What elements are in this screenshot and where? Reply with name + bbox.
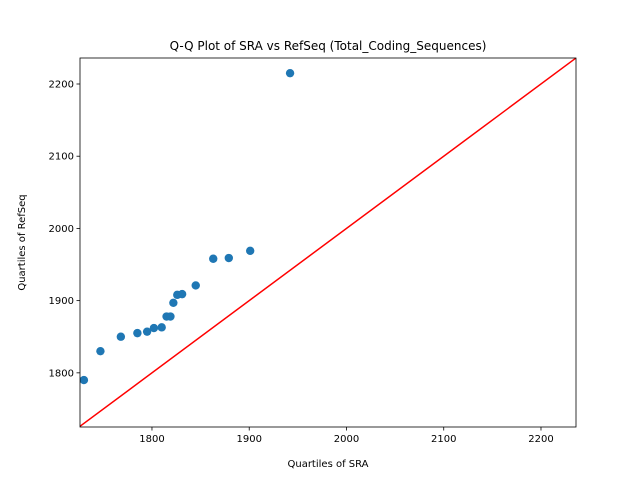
y-tick-label: 1900 [49,296,74,307]
data-point [80,375,89,385]
data-point [96,346,105,356]
x-axis-label: Quartiles of SRA [287,459,368,470]
plot-frame [79,57,577,428]
data-point [169,298,178,307]
data-point [191,281,200,290]
data-point [157,323,166,332]
x-tick-label: 1800 [139,434,164,445]
data-point [285,68,295,78]
data-point [245,246,255,256]
x-tick-label: 2000 [334,434,359,445]
x-tick-label: 2200 [528,434,553,445]
data-point [166,312,175,321]
data-point [224,253,233,263]
data-point [133,328,142,338]
y-axis: 1800 1900 2000 2100 2200 [49,79,80,379]
data-point [209,254,218,263]
x-axis: 1800 1900 2000 2100 2200 [139,427,554,445]
data-point [149,323,159,333]
y-tick-label: 2200 [49,79,74,90]
y-tick-label: 1800 [49,368,74,379]
data-point [142,327,152,336]
y-tick-label: 2100 [49,152,74,163]
y-tick-label: 2000 [49,224,74,235]
data-points [80,68,295,385]
x-tick-label: 2100 [431,434,456,445]
data-point [177,289,187,299]
chart-title: Q-Q Plot of SRA vs RefSeq (Total_Coding_… [170,39,487,53]
data-point [116,332,126,341]
x-tick-label: 1900 [236,434,261,445]
y-axis-label: Quartiles of RefSeq [17,194,28,290]
